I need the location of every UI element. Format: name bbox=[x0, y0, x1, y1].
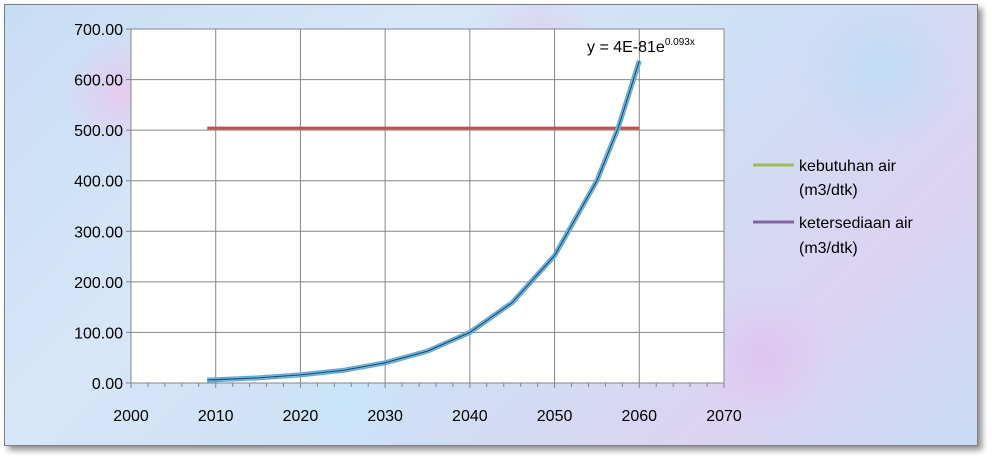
gridlines bbox=[130, 28, 725, 384]
series-group bbox=[207, 60, 642, 383]
legend-label-kebutuhan-line1: kebutuhan air bbox=[799, 158, 897, 175]
y-tick-label: 200.00 bbox=[74, 275, 123, 292]
y-tick-label: 500.00 bbox=[74, 123, 123, 140]
chart-svg: 0.00 100.00 200.00 300.00 400.00 500.00 600.00… bbox=[74, 22, 914, 425]
x-axis-ticks: 2000 2010 2020 2030 2040 2050 2060 2070 bbox=[113, 383, 742, 425]
x-tick-label: 2010 bbox=[198, 408, 234, 425]
x-tick-label: 2020 bbox=[283, 408, 319, 425]
x-tick-label: 2040 bbox=[452, 408, 488, 425]
y-tick-label: 700.00 bbox=[74, 22, 123, 39]
y-tick-label: 0.00 bbox=[92, 376, 123, 393]
legend: kebutuhan air (m3/dtk) ketersediaan air … bbox=[753, 158, 914, 257]
x-tick-label: 2030 bbox=[367, 408, 403, 425]
legend-label-ketersediaan-line1: ketersediaan air bbox=[799, 215, 914, 232]
y-axis-ticks: 0.00 100.00 200.00 300.00 400.00 500.00 600.00… bbox=[74, 22, 131, 393]
x-tick-label: 2070 bbox=[706, 408, 742, 425]
legend-label-ketersediaan-line2: (m3/dtk) bbox=[799, 240, 858, 257]
x-tick-label: 2050 bbox=[537, 408, 573, 425]
trendline bbox=[207, 60, 640, 381]
y-tick-label: 400.00 bbox=[74, 174, 123, 191]
y-tick-label: 600.00 bbox=[74, 73, 123, 90]
trendline-exponent: 0.093x bbox=[665, 37, 695, 48]
trendline-equation: y = 4E-81e0.093x bbox=[587, 37, 695, 56]
plot-area bbox=[130, 28, 725, 384]
chart-frame: 0.00 100.00 200.00 300.00 400.00 500.00 600.00… bbox=[4, 4, 978, 446]
legend-label-kebutuhan-line2: (m3/dtk) bbox=[799, 182, 858, 199]
y-tick-label: 300.00 bbox=[74, 224, 123, 241]
x-tick-label: 2000 bbox=[113, 408, 149, 425]
x-tick-label: 2060 bbox=[621, 408, 657, 425]
y-tick-label: 100.00 bbox=[74, 325, 123, 342]
